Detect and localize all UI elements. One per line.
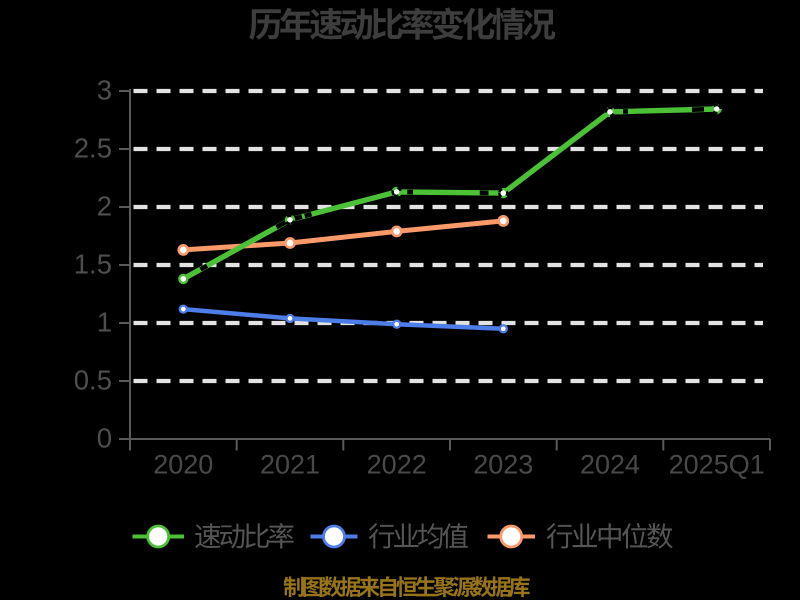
svg-text:0: 0 <box>97 423 112 454</box>
svg-text:1: 1 <box>97 307 112 338</box>
svg-text:1.5: 1.5 <box>74 249 112 280</box>
svg-text:2024: 2024 <box>580 450 640 480</box>
svg-text:2021: 2021 <box>260 450 320 480</box>
svg-text:2020: 2020 <box>153 450 213 480</box>
svg-text:3: 3 <box>97 75 112 106</box>
svg-text:0.5: 0.5 <box>74 365 112 396</box>
svg-text:2025Q1: 2025Q1 <box>669 450 765 480</box>
svg-text:2023: 2023 <box>473 450 533 480</box>
svg-text:2: 2 <box>97 191 112 222</box>
svg-text:2.5: 2.5 <box>74 133 112 164</box>
svg-text:2022: 2022 <box>367 450 427 480</box>
